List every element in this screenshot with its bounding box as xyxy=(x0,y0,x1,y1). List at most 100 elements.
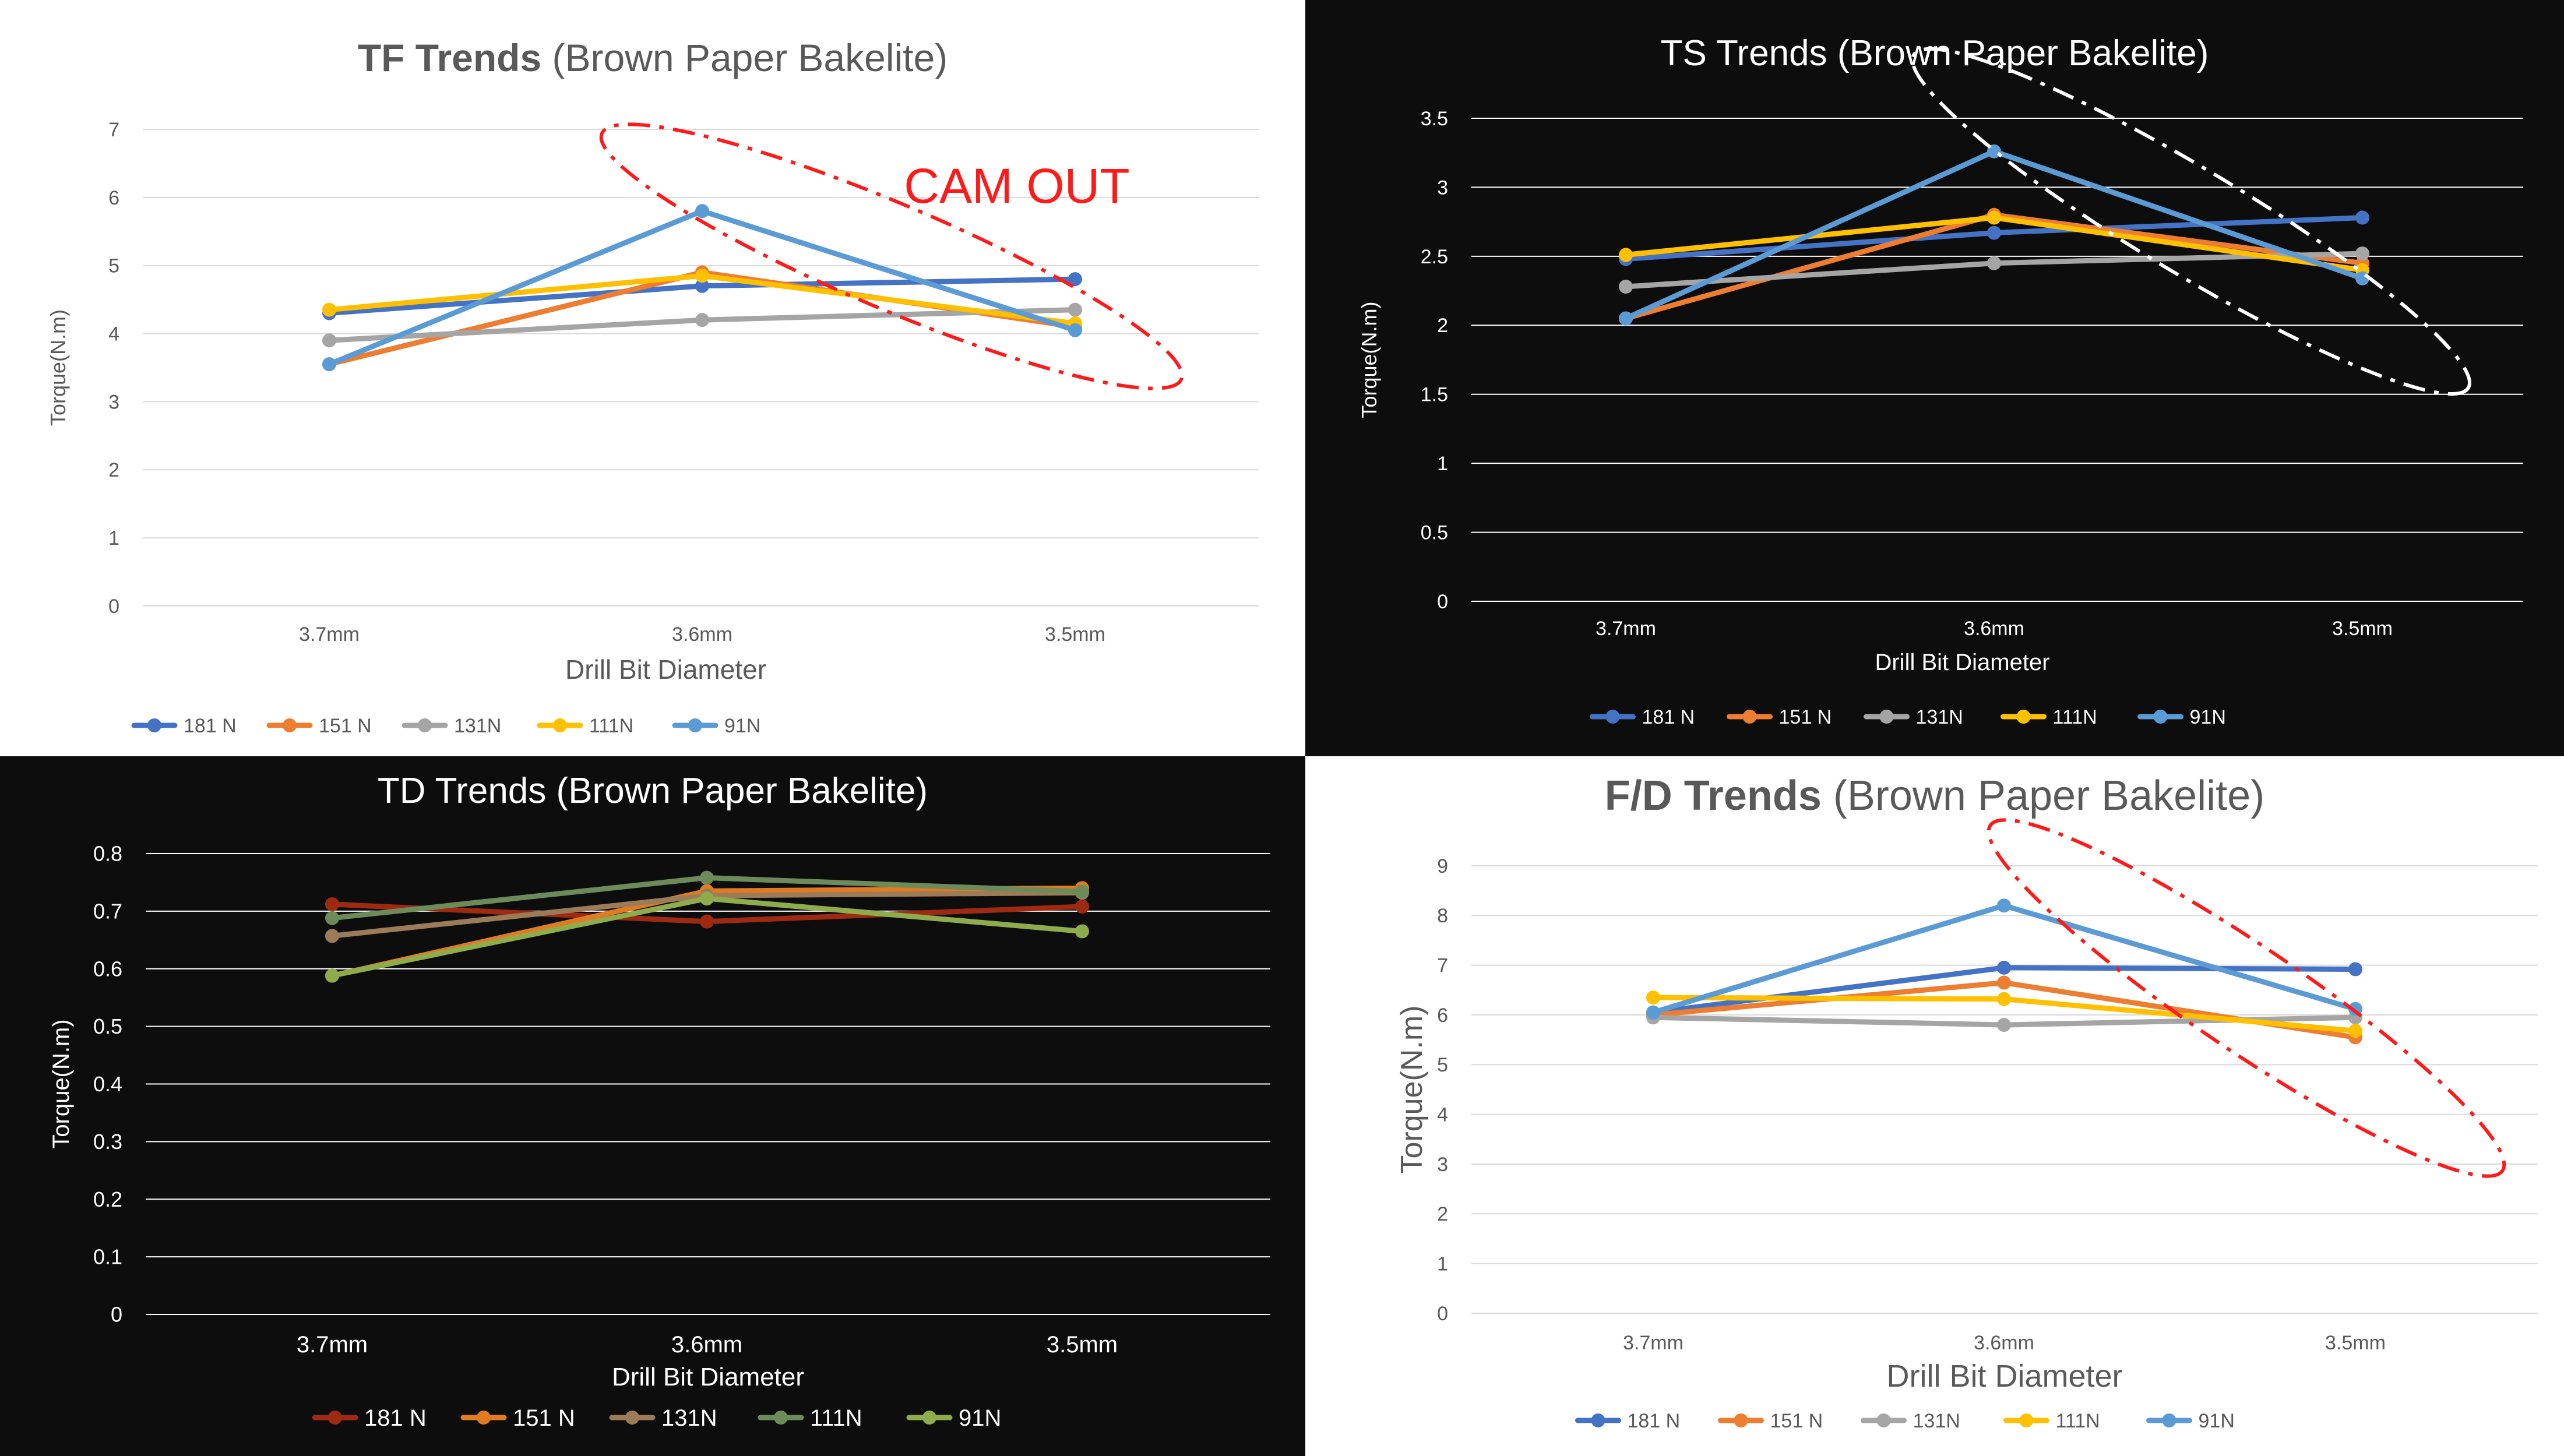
y-tick-label: 0.4 xyxy=(93,1072,122,1096)
legend-label: 181 N xyxy=(1642,706,1695,728)
legend-item: 151 N xyxy=(266,715,372,737)
chart-title: TF Trends (Brown Paper Bakelite) xyxy=(358,36,948,79)
chart-title-text: TD Trends (Brown Paper Bakelite) xyxy=(378,771,928,811)
y-tick-label: 0 xyxy=(108,595,119,618)
legend-swatch-marker xyxy=(1876,1413,1891,1427)
legend-label: 91N xyxy=(959,1405,1001,1431)
chart-title-text: (Brown Paper Bakelite) xyxy=(1822,773,2264,819)
legend-swatch-marker xyxy=(922,1411,936,1425)
legend-item: 131N xyxy=(609,1405,717,1431)
legend-item: 151 N xyxy=(1718,1410,1823,1432)
y-tick-label: 8 xyxy=(1437,905,1448,927)
legend-swatch-marker xyxy=(688,718,702,732)
data-point xyxy=(1075,924,1089,939)
data-point xyxy=(322,357,336,372)
legend-swatch-marker xyxy=(553,718,567,732)
legend-item: 181 N xyxy=(1590,706,1695,728)
data-point xyxy=(1619,248,1633,262)
data-point xyxy=(1075,899,1089,914)
data-point xyxy=(325,897,339,912)
data-point xyxy=(1997,898,2011,913)
y-tick-label: 0.5 xyxy=(1421,521,1448,544)
data-point xyxy=(2348,1024,2362,1038)
x-tick-label: 3.7mm xyxy=(1596,618,1656,640)
legend-label: 111N xyxy=(589,715,633,737)
annotation-ellipse xyxy=(599,122,1184,390)
chart-svg: TF Trends (Brown Paper Bakelite) 0 1 2 3 4 5 6 7… xyxy=(46,36,1259,737)
data-point xyxy=(2355,210,2369,225)
y-tick-label: 2 xyxy=(108,459,119,481)
legend-item: 91N xyxy=(2137,706,2226,728)
legend-swatch-marker xyxy=(1734,1413,1748,1427)
legend-item: 91N xyxy=(672,715,760,737)
legend-swatch-marker xyxy=(2019,1413,2034,1427)
data-point xyxy=(2355,246,2369,261)
chart-svg: TS Trends (Brown Paper Bakelite) 0 0.5 1 1.5… xyxy=(1357,33,2523,728)
chart-svg: F/D Trends (Brown Paper Bakelite) 0 1 2 3 4 5 6… xyxy=(1395,773,2538,1432)
y-axis-label: Torque(N.m) xyxy=(48,1019,74,1148)
legend-label: 131N xyxy=(454,715,501,737)
data-point xyxy=(1619,311,1633,326)
y-tick-label: 2 xyxy=(1437,315,1448,337)
annotation-ellipse xyxy=(1911,47,2471,396)
data-point xyxy=(1068,272,1082,287)
data-point xyxy=(1075,884,1089,899)
legend-item: 181 N xyxy=(1575,1410,1681,1432)
y-tick-label: 1 xyxy=(108,527,119,549)
legend-label: 181 N xyxy=(1628,1410,1681,1432)
data-point xyxy=(325,968,339,983)
legend-label: 151 N xyxy=(1770,1410,1823,1432)
legend-swatch-marker xyxy=(1742,710,1757,724)
x-tick-label: 3.5mm xyxy=(1047,1332,1118,1358)
x-tick-label: 3.6mm xyxy=(1974,1332,2034,1354)
y-tick-label: 3 xyxy=(1437,177,1448,199)
fd-trends-chart: F/D Trends (Brown Paper Bakelite) 0 1 2 3 4 5 6… xyxy=(1305,756,2564,1456)
y-tick-label: 0.6 xyxy=(93,957,122,981)
y-tick-label: 0.8 xyxy=(93,842,122,866)
chart-svg: TD Trends (Brown Paper Bakelite) 0 0.1 0.2 0… xyxy=(48,771,1270,1431)
y-tick-label: 5 xyxy=(1437,1054,1448,1076)
y-tick-label: 3 xyxy=(1437,1154,1448,1176)
legend-item: 151 N xyxy=(1727,706,1832,728)
data-point xyxy=(1997,960,2011,975)
legend-item: 91N xyxy=(906,1405,1001,1431)
y-tick-label: 0 xyxy=(111,1303,122,1327)
y-tick-label: 0.2 xyxy=(93,1187,122,1211)
y-tick-label: 4 xyxy=(108,323,119,345)
legend-label: 91N xyxy=(724,715,760,737)
legend-label: 131N xyxy=(1913,1410,1960,1432)
tf-trends-chart: TF Trends (Brown Paper Bakelite) 0 1 2 3 4 5 6 7… xyxy=(0,0,1305,756)
legend-label: 131N xyxy=(661,1405,717,1431)
chart-title-text: TS Trends (Brown Paper Bakelite) xyxy=(1661,33,2209,73)
data-point xyxy=(2348,962,2362,976)
data-point xyxy=(700,891,714,906)
legend-item: 131N xyxy=(1864,706,1963,728)
legend-swatch-marker xyxy=(328,1411,342,1425)
x-tick-label: 3.5mm xyxy=(2332,618,2393,640)
legend-item: 111N xyxy=(2003,1410,2100,1432)
data-point xyxy=(322,333,336,348)
data-point xyxy=(322,302,336,317)
legend-swatch-marker xyxy=(625,1411,639,1425)
legend-swatch-marker xyxy=(2162,1413,2176,1427)
legend-item: 131N xyxy=(401,715,501,737)
legend-label: 111N xyxy=(2056,1410,2100,1432)
chart-title: TS Trends (Brown Paper Bakelite) xyxy=(1661,33,2209,73)
x-tick-label: 3.6mm xyxy=(671,1332,742,1358)
y-tick-label: 0 xyxy=(1437,591,1448,613)
annotation-ellipse xyxy=(1987,818,2506,1178)
legend-label: 181 N xyxy=(184,715,237,737)
legend-item: 181 N xyxy=(312,1405,427,1431)
y-tick-label: 0.7 xyxy=(93,899,122,923)
y-tick-label: 0.3 xyxy=(93,1130,122,1154)
x-tick-label: 3.6mm xyxy=(672,623,732,646)
y-tick-label: 7 xyxy=(1437,955,1448,977)
legend-item: 181 N xyxy=(131,715,237,737)
legend-swatch-marker xyxy=(147,718,161,732)
legend-swatch-marker xyxy=(774,1411,788,1425)
y-tick-label: 6 xyxy=(1437,1004,1448,1027)
ts-trends-chart: TS Trends (Brown Paper Bakelite) 0 0.5 1 1.5… xyxy=(1305,0,2564,756)
legend-label: 111N xyxy=(810,1405,862,1431)
y-tick-label: 2.5 xyxy=(1421,246,1448,268)
legend-item: 111N xyxy=(2001,706,2097,728)
